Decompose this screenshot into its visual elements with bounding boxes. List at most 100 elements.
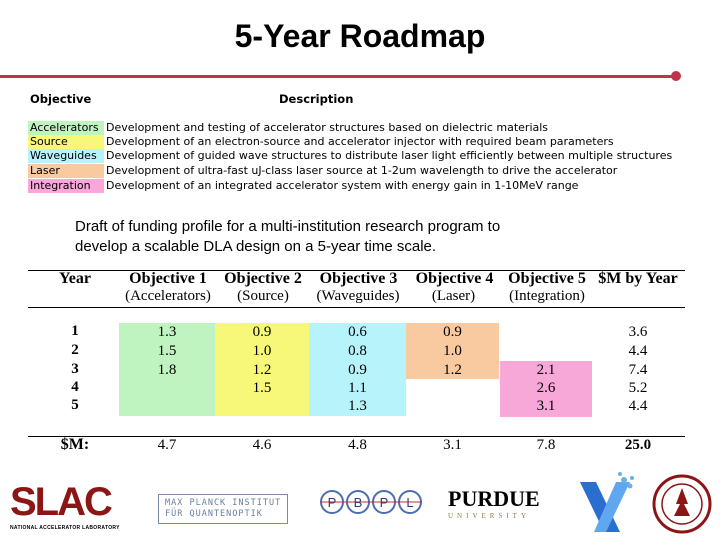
o4-cell: 1.2 [443,362,462,378]
header-year: Year [59,270,91,287]
header-objective-4-sub: (Laser) [431,288,476,304]
slac-logo: SLAC NATIONAL ACCELERATOR LABORATORY [10,480,135,531]
o5-cell [500,323,592,342]
o4-total: 3.1 [443,437,462,453]
objective-header: Objective [30,92,92,106]
table-totals-rule [28,436,685,437]
objective-name: Source [28,135,104,149]
o5-cell: 2.6 [536,380,556,396]
o1-cell: 1.5 [157,343,177,359]
pbpl-letter-1: P [328,495,337,510]
year-cell: 1 [71,323,79,339]
header-objective-2: Objective 2 [224,270,302,287]
divider-end-dot [671,71,681,81]
objective-description: Development of guided wave structures to… [106,149,673,162]
draft-line-1: Draft of funding profile for a multi-ins… [75,218,501,235]
year-cell: 4 [71,379,79,395]
o3-cell: 0.6 [348,324,367,340]
total-cell: 3.6 [628,324,648,340]
title-divider [0,75,676,78]
page-title: 5-Year Roadmap [234,18,486,54]
o3-total: 4.8 [348,437,367,453]
objective-row-integration: Integration Development of an integrated… [28,179,708,193]
mpi-logo: MAX PLANCK INSTITUT FÜR QUANTENOPTIK [158,494,289,524]
x-logo [576,472,638,536]
slac-logo-mark: SLAC [10,480,113,524]
mpi-logo-line2: FÜR QUANTENOPTIK [165,509,263,519]
o3-cell: 0.8 [348,343,367,359]
header-objective-1: Objective 1 [129,270,207,287]
total-cell: 5.2 [628,380,648,396]
o4-cell [406,379,499,398]
objective-row-source: Source Development of an electron-source… [28,135,708,149]
o5-cell: 3.1 [536,398,556,414]
o2-cell: 1.5 [252,380,272,396]
objective4-column-bg [406,323,499,379]
o3-cell: 1.3 [348,398,367,414]
objective-description: Development of an integrated accelerator… [106,179,579,192]
header-objective-2-sub: (Source) [237,288,289,304]
objectives-header: Objective Description [28,92,708,108]
slac-logo-subtitle: NATIONAL ACCELERATOR LABORATORY [10,525,120,531]
o4-cell: 1.0 [443,343,462,359]
objective-row-laser: Laser Development of ultra-fast uJ-class… [28,164,708,178]
o1-cell [119,397,215,416]
pbpl-letter-3: P [380,495,389,510]
purdue-logo-subtitle: UNIVERSITY [448,512,530,520]
objective-name: Accelerators [28,121,104,135]
o1-cell: 1.8 [157,362,177,378]
o3-cell: 0.9 [348,362,367,378]
table-top-rule [28,270,685,271]
header-objective-5-sub: (Integration) [509,288,585,304]
mpi-logo-line1: MAX PLANCK INSTITUT [165,498,282,508]
objective-name: Integration [28,179,104,193]
total-cell: 7.4 [628,362,648,378]
o1-cell [119,379,215,398]
objective-description: Development of an electron-source and ac… [106,135,614,148]
objective1-column-bg [119,323,215,416]
header-objective-3: Objective 3 [319,270,398,287]
header-objective-3-sub: (Waveguides) [316,288,400,304]
year-cell: 5 [71,397,79,413]
o3-cell: 1.1 [348,380,367,396]
objective-description: Development of ultra-fast uJ-class laser… [106,164,618,177]
pbpl-letter-2: B [354,495,363,510]
o4-cell: 0.9 [443,324,462,340]
objective-name: Waveguides [28,149,104,163]
objective-row-accelerators: Accelerators Development and testing of … [28,121,708,135]
purdue-logo: PURDUE UNIVERSITY [448,486,540,520]
pbpl-letter-4: L [406,495,413,510]
university-seal-icon [652,474,712,534]
year-cell: 3 [71,361,79,377]
table-header-rule [28,307,685,308]
o4-cell [406,397,499,416]
o2-cell: 1.0 [252,343,272,359]
totals-label: $M: [60,436,90,453]
o1-total: 4.7 [157,437,177,453]
objective-name: Laser [28,164,104,178]
year-cell: 2 [71,342,79,358]
total-cell: 4.4 [628,343,648,359]
o2-cell: 0.9 [252,324,272,340]
description-header: Description [279,92,354,106]
o1-cell: 1.3 [157,324,177,340]
draft-line-2: develop a scalable DLA design on a 5-yea… [75,238,437,255]
objective5-column-bg [500,361,592,417]
o5-cell: 2.1 [536,362,556,378]
header-objective-5: Objective 5 [508,270,586,287]
o5-cell [500,342,592,361]
partner-logos: SLAC NATIONAL ACCELERATOR LABORATORY MAX… [0,470,720,540]
pbpl-logo: P B P L [318,474,428,530]
header-objective-4: Objective 4 [415,270,494,287]
header-objective-1-sub: (Accelerators) [125,288,211,304]
o2-total: 4.6 [252,437,272,453]
grand-total: 25.0 [624,437,652,453]
o5-total: 7.8 [536,437,556,453]
header-total-by-year: $M by Year [598,270,678,287]
purdue-logo-name: PURDUE [448,486,540,511]
objective2-column-bg [215,323,309,416]
total-cell: 4.4 [628,398,648,414]
draft-note: Draft of funding profile for a multi-ins… [75,217,500,257]
o2-cell: 1.2 [252,362,272,378]
objective-row-waveguides: Waveguides Development of guided wave st… [28,149,708,163]
